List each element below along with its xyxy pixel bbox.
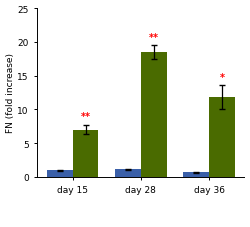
Bar <box>72 130 99 177</box>
Text: **: ** <box>80 112 90 122</box>
Bar <box>141 53 167 177</box>
Bar <box>209 98 235 177</box>
Y-axis label: FN (fold increase): FN (fold increase) <box>6 53 15 133</box>
Text: **: ** <box>149 33 159 43</box>
Bar <box>183 172 209 177</box>
Legend: Control, 0.025% PHMG: Control, 0.025% PHMG <box>84 225 198 227</box>
Bar <box>46 170 72 177</box>
Text: *: * <box>220 72 224 82</box>
Bar <box>115 170 141 177</box>
